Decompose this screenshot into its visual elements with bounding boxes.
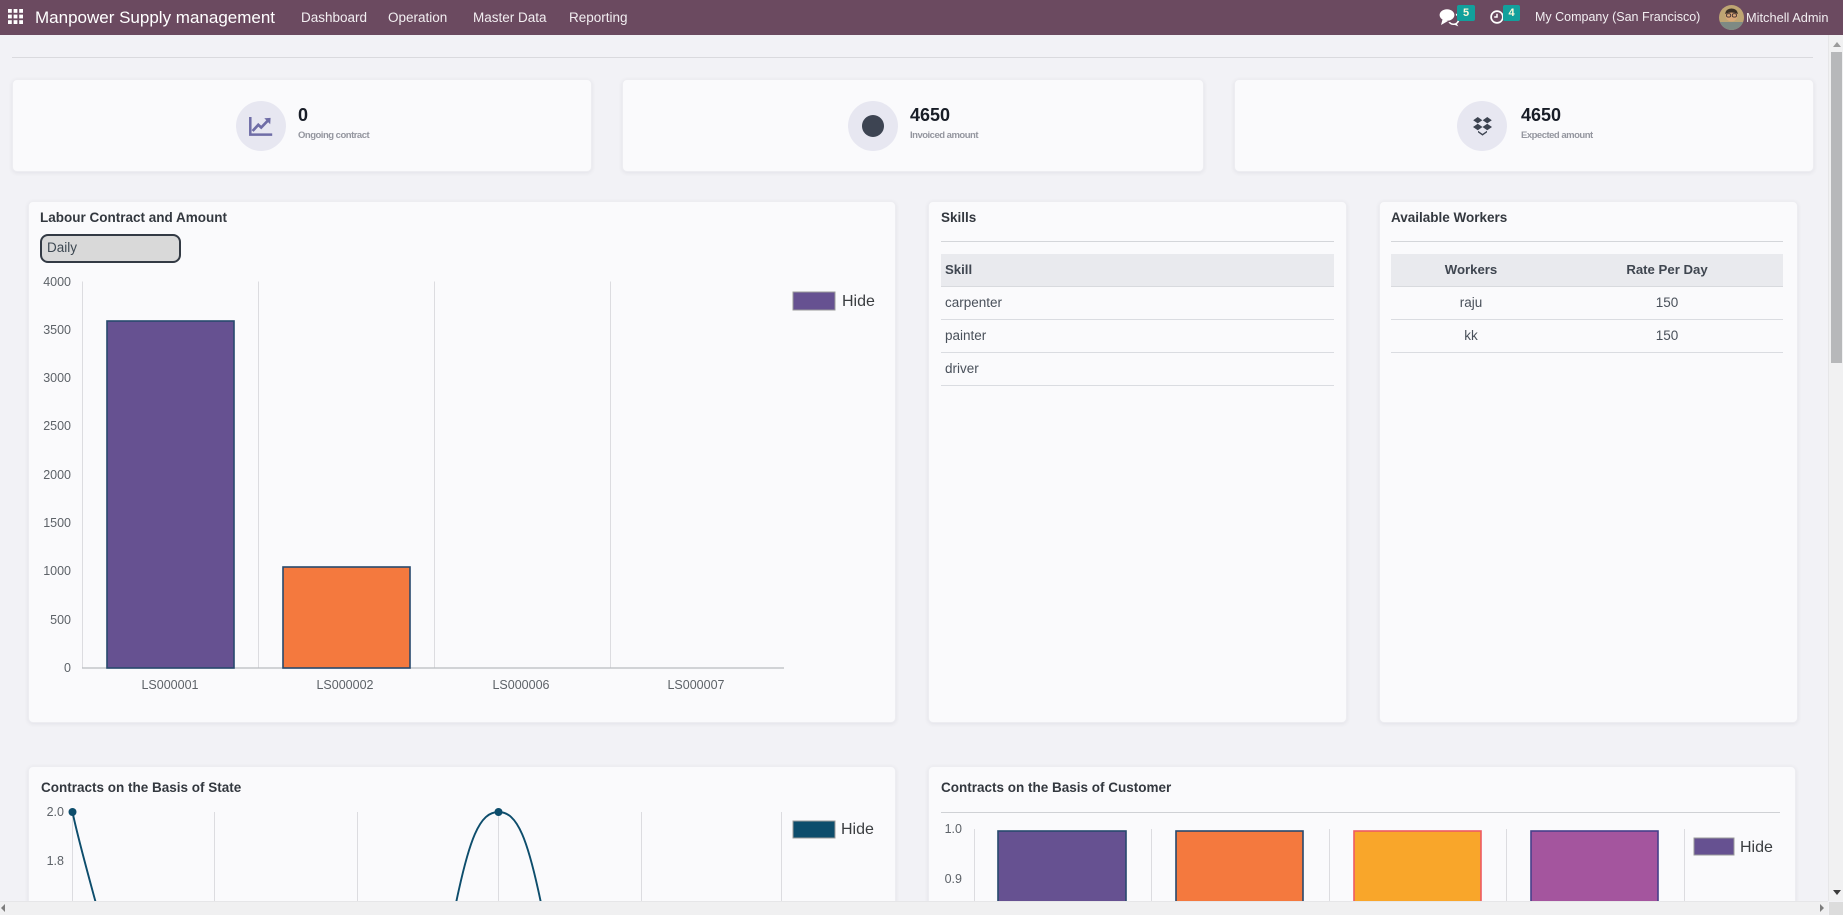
svg-text:2500: 2500	[43, 419, 71, 433]
svg-text:LS000001: LS000001	[141, 678, 198, 692]
svg-text:LS000006: LS000006	[492, 678, 549, 692]
svg-text:LS000002: LS000002	[316, 678, 373, 692]
svg-text:Hide: Hide	[842, 293, 875, 310]
svg-text:Hide: Hide	[1740, 839, 1773, 856]
svg-text:1.0: 1.0	[945, 822, 962, 836]
svg-text:LS000007: LS000007	[667, 678, 724, 692]
svg-text:3000: 3000	[43, 371, 71, 385]
svg-text:2.0: 2.0	[47, 805, 64, 819]
svg-text:Hide: Hide	[841, 821, 874, 838]
svg-text:0.9: 0.9	[945, 872, 962, 886]
svg-text:500: 500	[50, 613, 71, 627]
svg-text:1500: 1500	[43, 516, 71, 530]
svg-text:3500: 3500	[43, 323, 71, 337]
svg-text:1000: 1000	[43, 564, 71, 578]
svg-text:2000: 2000	[43, 468, 71, 482]
svg-text:4000: 4000	[43, 275, 71, 289]
svg-text:0: 0	[64, 661, 71, 675]
svg-text:1.8: 1.8	[47, 854, 64, 868]
